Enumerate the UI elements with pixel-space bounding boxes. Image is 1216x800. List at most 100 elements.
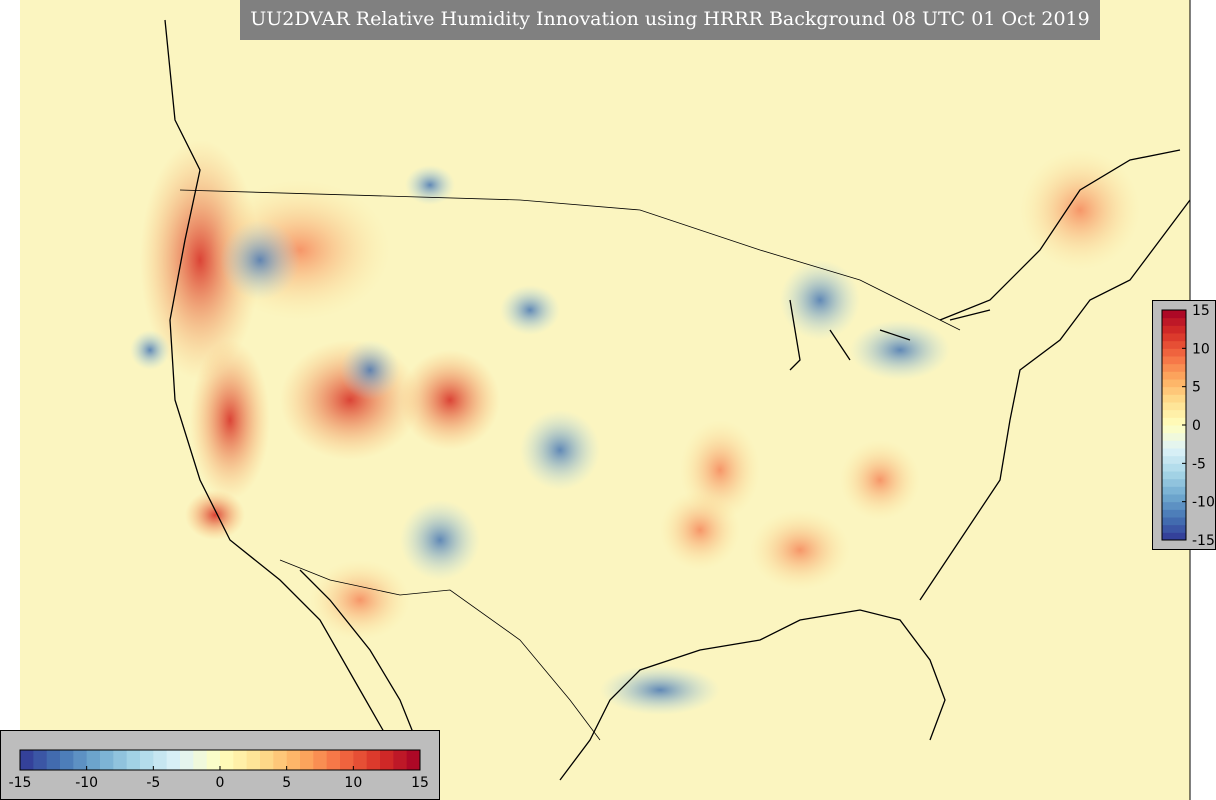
field-blob [405, 165, 455, 205]
border-us-mexico [279, 559, 601, 741]
colorbar-tick-label: -15 [9, 775, 32, 791]
colorbar-bin [1162, 409, 1186, 418]
colorbar-bin [1162, 463, 1186, 472]
colorbar-bin [180, 750, 194, 770]
colorbar-bin [353, 750, 368, 770]
colorbar-bin [1162, 363, 1186, 372]
colorbar-bin [1162, 402, 1186, 411]
colorbar-bin [1162, 524, 1186, 533]
coastline-st-lawrence [939, 149, 1181, 321]
innovation-field [130, 140, 1140, 715]
colorbar-bin [1162, 371, 1186, 380]
map-title: UU2DVAR Relative Humidity Innovation usi… [250, 8, 1089, 30]
coastline-east [919, 199, 1191, 601]
colorbar-bin [1162, 340, 1186, 349]
colorbar-bin [313, 750, 328, 770]
colorbar-bin [1162, 486, 1186, 495]
colorbar-tick-label: -5 [1192, 456, 1206, 472]
field-blob [520, 410, 600, 490]
colorbar-bin [1162, 356, 1186, 365]
colorbar-tick-label: 10 [344, 775, 362, 791]
colorbar-bin [153, 750, 168, 770]
field-blob [780, 260, 860, 340]
colorbar-bin [126, 750, 141, 770]
colorbar-bin [393, 750, 408, 770]
colorbar-bin [340, 750, 354, 770]
field-blob [500, 285, 560, 335]
colorbar-bin [140, 750, 154, 770]
colorbar-tick-label: 5 [1192, 380, 1201, 396]
field-blob [190, 340, 270, 500]
colorbar-tick-label: 0 [216, 775, 225, 791]
colorbar-bin [273, 750, 288, 770]
colorbar-bin [1162, 348, 1186, 357]
colorbar-bin [73, 750, 88, 770]
colorbar-bin [1162, 501, 1186, 510]
colorbar-bin [1162, 379, 1186, 388]
colorbar-bin [1162, 394, 1186, 403]
colorbar-tick-label: -15 [1192, 533, 1215, 549]
great-lakes [789, 299, 991, 371]
field-blob [600, 665, 720, 715]
colorbar-bin [220, 750, 234, 770]
colorbar-bin [286, 750, 301, 770]
colorbar-bin [233, 750, 248, 770]
colorbar-bin [1162, 333, 1186, 342]
colorbar-tick-label: 0 [1192, 418, 1201, 434]
colorbar-bin [166, 750, 181, 770]
field-blob [840, 440, 920, 520]
colorbar-bin [60, 750, 74, 770]
coastline-gulf-of-california [299, 569, 421, 751]
colorbar-bin [193, 750, 208, 770]
colorbar-bin [326, 750, 341, 770]
colorbar-bin [1162, 455, 1186, 464]
colorbar-bin [1162, 417, 1186, 426]
colorbar-tick-label: 5 [282, 775, 291, 791]
colorbar-bin [1162, 317, 1186, 326]
colorbar-bin [300, 750, 314, 770]
colorbar-bin [1162, 517, 1186, 526]
colorbar-bin [1162, 440, 1186, 449]
colorbar-bin [206, 750, 221, 770]
field-blob [850, 320, 950, 380]
colorbar-bin [1162, 509, 1186, 518]
field-blob [750, 510, 850, 590]
colorbar-bin [260, 750, 274, 770]
colorbar-bin [46, 750, 61, 770]
coastline-gulf [559, 609, 946, 781]
colorbar-bin [1162, 448, 1186, 457]
colorbars: -15 -10 -5 0 5 10 15 15 10 5 0 -5 -10 -15 [9, 303, 1215, 791]
colorbar-tick-label: -5 [146, 775, 160, 791]
colorbar-bin [1162, 432, 1186, 441]
colorbar-bin [20, 750, 34, 770]
colorbar-bin [366, 750, 381, 770]
colorbar-bin [246, 750, 261, 770]
colorbar-tick-label: -10 [75, 775, 98, 791]
coastlines [164, 19, 1191, 800]
field-blob [340, 340, 400, 400]
colorbar-bin [1162, 471, 1186, 480]
field-blob [400, 350, 500, 450]
colorbar-tick-label: 15 [1192, 303, 1210, 319]
field-blob [400, 500, 480, 580]
colorbar-bin [1162, 386, 1186, 395]
field-blob [130, 330, 170, 370]
colorbar-bin [33, 750, 48, 770]
colorbar-bin [406, 750, 421, 770]
field-blob [220, 220, 300, 300]
colorbar-bin [1162, 532, 1186, 541]
field-blob [310, 560, 410, 640]
colorbar-bin [113, 750, 128, 770]
coastline-west [164, 19, 431, 800]
field-blob [185, 490, 245, 540]
colorbar-bin [1162, 478, 1186, 487]
colorbar-bin [1162, 494, 1186, 503]
colorbar-bin [1162, 325, 1186, 334]
field-blob [1020, 150, 1140, 270]
colorbar-tick-label: 15 [411, 775, 429, 791]
title-box [240, 0, 1100, 40]
colorbar-tick-label: -10 [1192, 495, 1215, 511]
colorbar-bin [1162, 425, 1186, 434]
colorbar-bin [86, 750, 101, 770]
